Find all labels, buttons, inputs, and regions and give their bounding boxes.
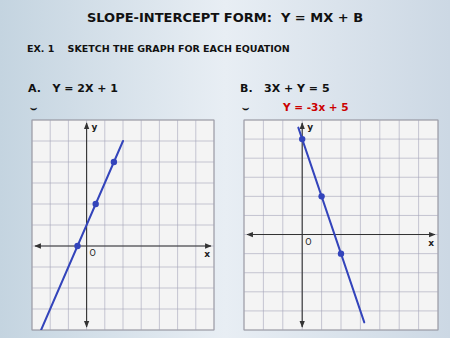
grid-line-x bbox=[399, 120, 400, 330]
grid-line-y bbox=[244, 272, 438, 273]
grid-line-y bbox=[244, 120, 438, 121]
grid-line-y bbox=[244, 215, 438, 216]
grid-line-x bbox=[263, 120, 264, 330]
marks bbox=[41, 141, 123, 330]
grid-line-y bbox=[244, 196, 438, 197]
grid-line-y bbox=[244, 291, 438, 292]
line bbox=[41, 141, 123, 330]
grid-line-y bbox=[32, 267, 214, 268]
annotation: ⌣ bbox=[30, 101, 37, 113]
origin-label: O bbox=[90, 249, 96, 258]
grid-line-x bbox=[321, 120, 322, 330]
grid-line-y bbox=[244, 177, 438, 178]
grid-line-y bbox=[244, 330, 438, 331]
grid-line-y bbox=[32, 162, 214, 163]
axis-label-y: y bbox=[92, 122, 98, 132]
grid-line-x bbox=[341, 120, 342, 330]
axis-label-y: y bbox=[307, 122, 313, 132]
x-axis-line bbox=[247, 234, 435, 235]
grid-line-y bbox=[244, 158, 438, 159]
chart-title: B. 3X + Y = 5 bbox=[240, 82, 330, 95]
chart-title: A. Y = 2X + 1 bbox=[28, 82, 118, 95]
grid-line-y bbox=[32, 204, 214, 205]
grid-line-x bbox=[282, 120, 283, 330]
grid-line-x bbox=[379, 120, 380, 330]
point bbox=[93, 201, 99, 207]
point bbox=[338, 250, 344, 256]
chart-panel: B. 3X + Y = 5 ⌣ Y = -3x + 5 y x O bbox=[240, 82, 438, 330]
origin-label: O bbox=[305, 238, 311, 247]
grid-line-y bbox=[32, 309, 214, 310]
line bbox=[298, 128, 364, 323]
grid-line-y bbox=[32, 120, 214, 121]
chart-root: SLOPE-INTERCEPT FORM: Y = MX + B EX. 1 SK… bbox=[0, 0, 450, 338]
plot-frame bbox=[32, 120, 214, 330]
grid-line-y bbox=[244, 234, 438, 235]
grid-line-x bbox=[360, 120, 361, 330]
grid-line-x bbox=[302, 120, 303, 330]
marks bbox=[298, 128, 364, 323]
page-title: SLOPE-INTERCEPT FORM: Y = MX + B bbox=[87, 10, 363, 25]
axis-label-x: x bbox=[204, 249, 210, 259]
grid-line-y bbox=[32, 246, 214, 247]
annotation: ⌣ bbox=[242, 101, 249, 113]
y-axis-line bbox=[302, 123, 303, 327]
annotation: Y = -3x + 5 bbox=[282, 101, 349, 113]
grid-line-y bbox=[32, 330, 214, 331]
plot-frame bbox=[244, 120, 438, 330]
axis-label-x: x bbox=[428, 238, 434, 248]
chart-panel: A. Y = 2X + 1 ⌣ y x O bbox=[28, 82, 214, 330]
grid-line-y bbox=[244, 139, 438, 140]
point bbox=[74, 243, 80, 249]
grid-line-x bbox=[438, 120, 439, 330]
point bbox=[318, 193, 324, 199]
x-axis-line bbox=[35, 245, 211, 246]
page-subtitle: EX. 1 SKETCH THE GRAPH FOR EACH EQUATION bbox=[27, 43, 290, 54]
grid-line-y bbox=[244, 310, 438, 311]
grid-line-x bbox=[418, 120, 419, 330]
point bbox=[111, 159, 117, 165]
grid-line-x bbox=[244, 120, 245, 330]
grid-line-y bbox=[32, 183, 214, 184]
grid-line-y bbox=[32, 225, 214, 226]
point bbox=[299, 136, 305, 142]
